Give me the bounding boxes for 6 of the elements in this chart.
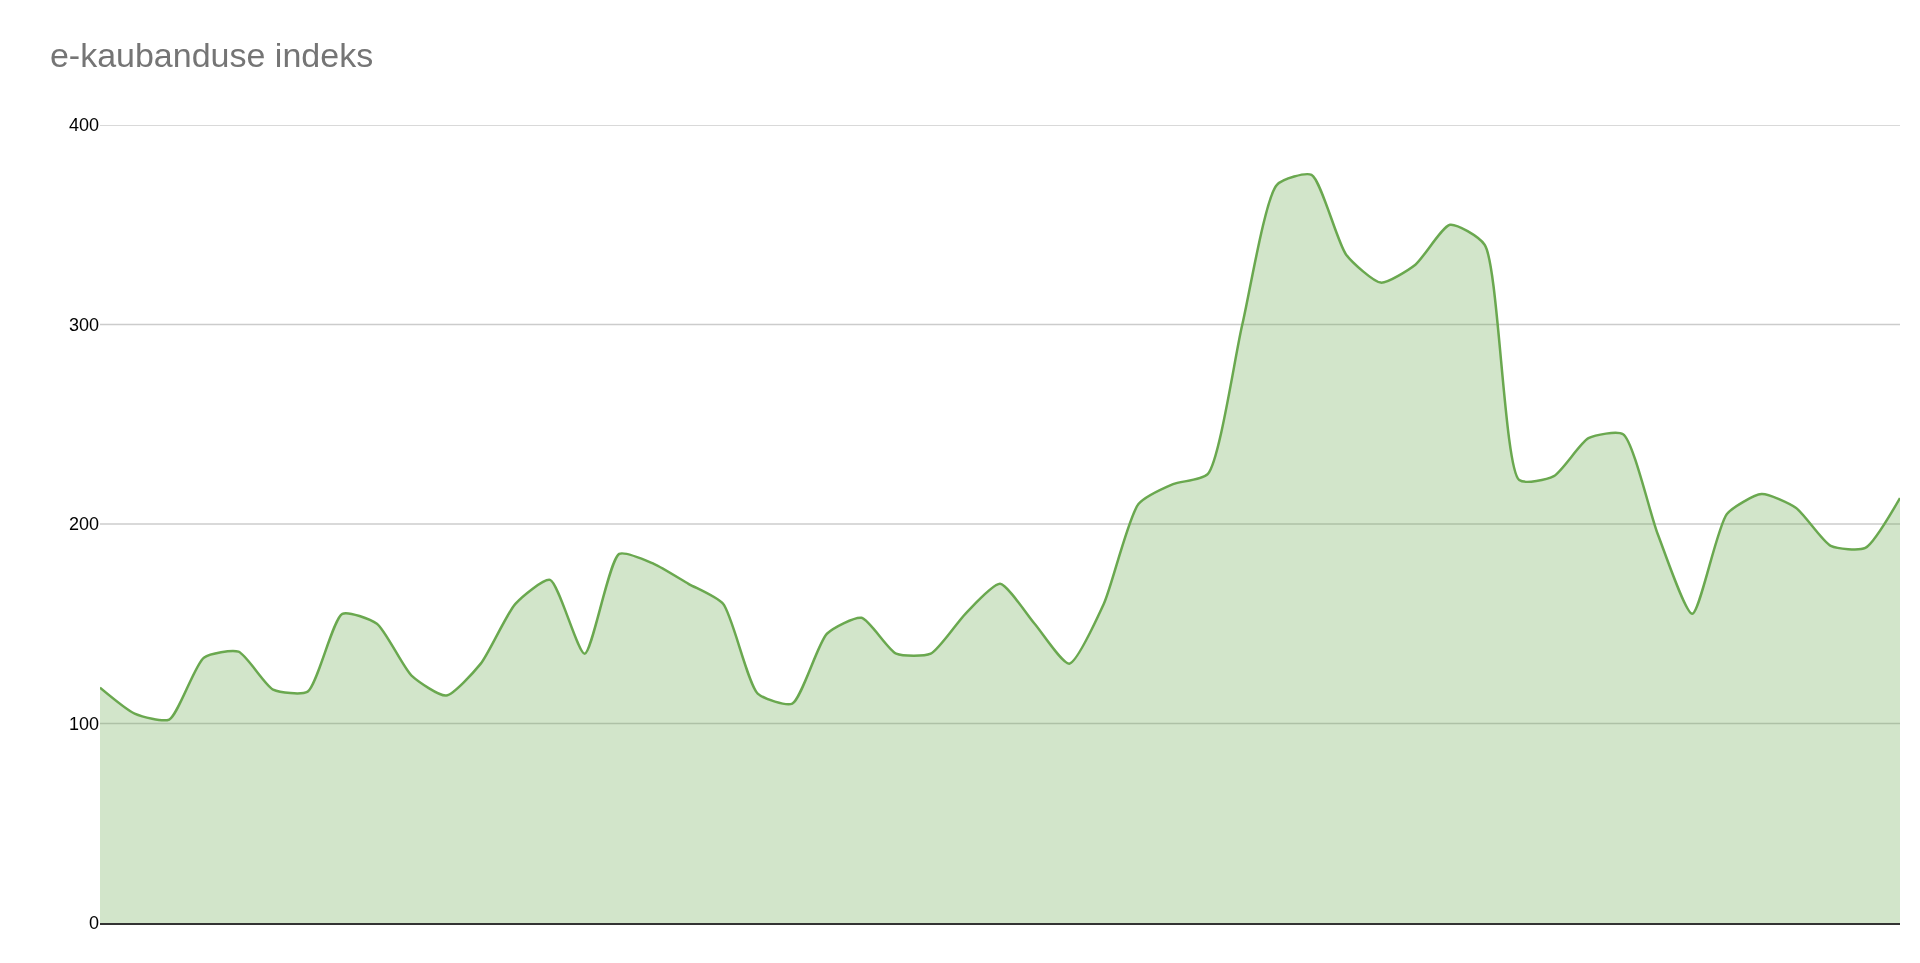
y-tick-label: 100 xyxy=(68,713,99,734)
y-tick-label: 200 xyxy=(68,514,99,535)
y-tick-label: 400 xyxy=(68,115,99,136)
y-tick-label: 0 xyxy=(88,913,99,934)
y-tick-label: 300 xyxy=(68,314,99,335)
chart-title: e-kaubanduse indeks xyxy=(49,36,374,75)
